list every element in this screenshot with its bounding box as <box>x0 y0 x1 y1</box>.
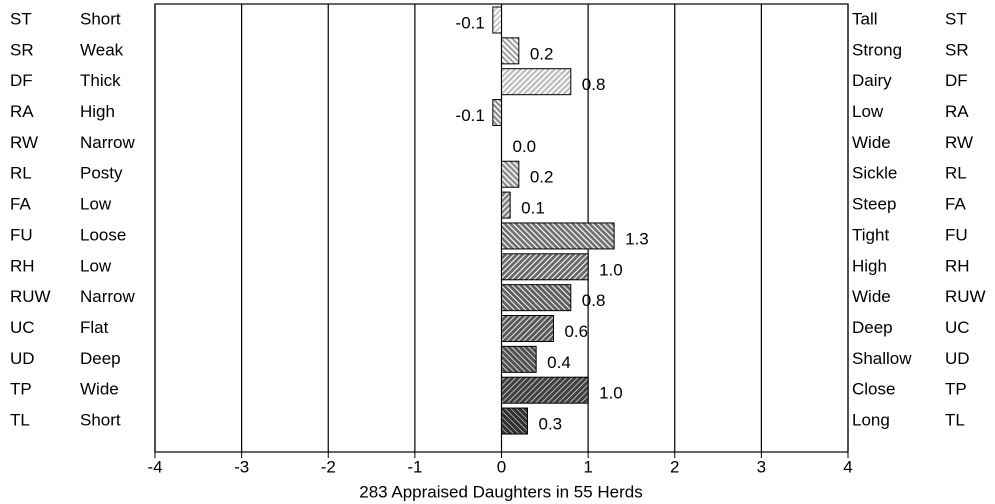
x-axis-label: 283 Appraised Daughters in 55 Herds <box>359 482 643 501</box>
data-label: -0.1 <box>456 13 485 32</box>
left-label: Thick <box>80 71 121 90</box>
left-label: Loose <box>80 225 126 244</box>
bar <box>492 99 502 127</box>
category-code: FU <box>10 225 33 244</box>
category-code: RUW <box>945 287 986 306</box>
category-code: RL <box>10 164 32 183</box>
right-label: Tall <box>852 9 878 28</box>
data-label: 0.8 <box>582 75 606 94</box>
bar <box>501 315 554 342</box>
data-label: 0.1 <box>521 199 545 218</box>
category-code: DF <box>10 71 33 90</box>
data-label: 0.0 <box>513 137 537 156</box>
bar <box>501 284 572 312</box>
left-label: Flat <box>80 318 109 337</box>
category-code: TL <box>10 411 30 430</box>
left-label: Narrow <box>80 287 136 306</box>
bar <box>492 6 502 34</box>
x-tick-label: -4 <box>147 457 162 476</box>
category-code: FU <box>945 225 968 244</box>
category-code: TP <box>945 380 967 399</box>
category-code: RH <box>945 256 970 275</box>
category-code: RA <box>945 102 969 121</box>
left-label: High <box>80 102 115 121</box>
right-label: Dairy <box>852 71 892 90</box>
left-label: Low <box>80 195 112 214</box>
category-code: SR <box>10 40 34 59</box>
data-label: 0.2 <box>530 168 554 187</box>
category-code: FA <box>10 195 31 214</box>
plot-frame <box>154 3 849 453</box>
right-label: Tight <box>852 225 889 244</box>
left-label: Posty <box>80 164 123 183</box>
category-code: DF <box>945 71 968 90</box>
data-label: -0.1 <box>456 106 485 125</box>
data-label: 0.8 <box>582 291 606 310</box>
right-label: Steep <box>852 195 896 214</box>
right-label: High <box>852 256 887 275</box>
bar <box>501 37 520 65</box>
category-code: SR <box>945 40 969 59</box>
right-label: Close <box>852 380 895 399</box>
data-label: 1.0 <box>599 260 623 279</box>
category-code: RUW <box>10 287 51 306</box>
right-label: Wide <box>852 133 891 152</box>
data-label: 1.3 <box>625 229 649 248</box>
category-code: ST <box>945 9 967 28</box>
x-tick-label: 0 <box>497 457 506 476</box>
category-code: UD <box>945 349 970 368</box>
left-label: Short <box>80 9 121 28</box>
left-label: Wide <box>80 380 119 399</box>
category-code: RL <box>945 164 967 183</box>
x-tick-label: -1 <box>407 457 422 476</box>
right-label: Strong <box>852 40 902 59</box>
bar <box>501 253 589 281</box>
left-label: Low <box>80 256 112 275</box>
left-label: Weak <box>80 40 124 59</box>
x-tick-label: -2 <box>321 457 336 476</box>
category-code: FA <box>945 195 966 214</box>
x-tick-label: 1 <box>583 457 592 476</box>
x-tick-label: -3 <box>234 457 249 476</box>
left-label: Short <box>80 411 121 430</box>
category-code: UC <box>945 318 970 337</box>
bar <box>501 68 572 96</box>
bar <box>501 407 528 435</box>
right-label: Sickle <box>852 164 897 183</box>
category-code: TL <box>945 411 965 430</box>
category-code: RW <box>945 133 973 152</box>
category-code: RA <box>10 102 34 121</box>
data-label: 0.4 <box>547 353 571 372</box>
right-label: Long <box>852 411 890 430</box>
left-label: Narrow <box>80 133 136 152</box>
bar <box>501 345 537 373</box>
x-tick-label: 4 <box>843 457 852 476</box>
category-code: UC <box>10 318 35 337</box>
right-label: Low <box>852 102 884 121</box>
data-label: 0.2 <box>530 44 554 63</box>
data-label: 1.0 <box>599 384 623 403</box>
bar <box>501 376 589 404</box>
category-code: RH <box>10 256 35 275</box>
category-code: UD <box>10 349 35 368</box>
x-tick-label: 3 <box>757 457 766 476</box>
right-label: Shallow <box>852 349 912 368</box>
data-label: 0.6 <box>564 322 588 341</box>
category-code: ST <box>10 9 32 28</box>
right-label: Wide <box>852 287 891 306</box>
bar <box>501 191 511 219</box>
x-tick-label: 2 <box>670 457 679 476</box>
bar <box>501 160 520 188</box>
bar <box>501 222 615 250</box>
left-label: Deep <box>80 349 121 368</box>
right-label: Deep <box>852 318 893 337</box>
category-code: TP <box>10 380 32 399</box>
data-label: 0.3 <box>538 415 562 434</box>
category-code: RW <box>10 133 38 152</box>
